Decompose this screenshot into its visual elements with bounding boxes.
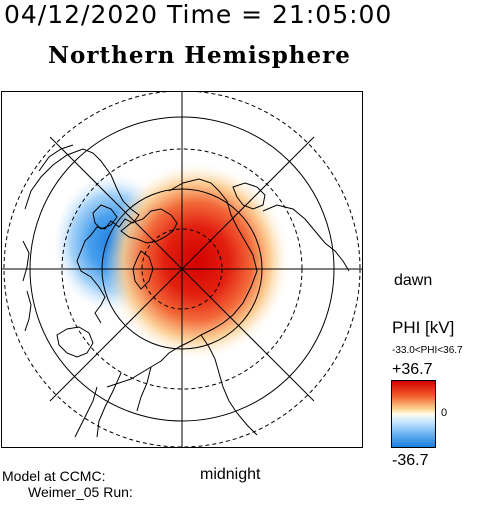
meridian-diag-2: [49, 136, 315, 402]
polar-map: [1, 91, 363, 448]
colorbar-zero-label: 0: [441, 407, 448, 419]
datetime-title: 04/12/2020 Time = 21:05:00: [4, 0, 393, 29]
colorbar-min-label: -36.7: [392, 452, 429, 469]
hemisphere-title: Northern Hemisphere: [48, 42, 351, 69]
colorbar-range: -33.0<PHI<36.7: [392, 345, 463, 356]
positive-potential-cell: [105, 163, 289, 359]
midnight-label: midnight: [200, 466, 261, 483]
model-label: Model at CCMC:: [2, 468, 106, 484]
colorbar: [391, 380, 436, 448]
coastlines: [22, 144, 350, 438]
map-frame: [1, 91, 363, 448]
colorbar-max-label: +36.7: [392, 361, 433, 378]
colorbar-title: PHI [kV]: [392, 318, 455, 337]
dawn-label: dawn: [394, 272, 433, 289]
meridian-grid: [1, 91, 363, 448]
run-label: Weimer_05 Run:: [28, 484, 133, 500]
